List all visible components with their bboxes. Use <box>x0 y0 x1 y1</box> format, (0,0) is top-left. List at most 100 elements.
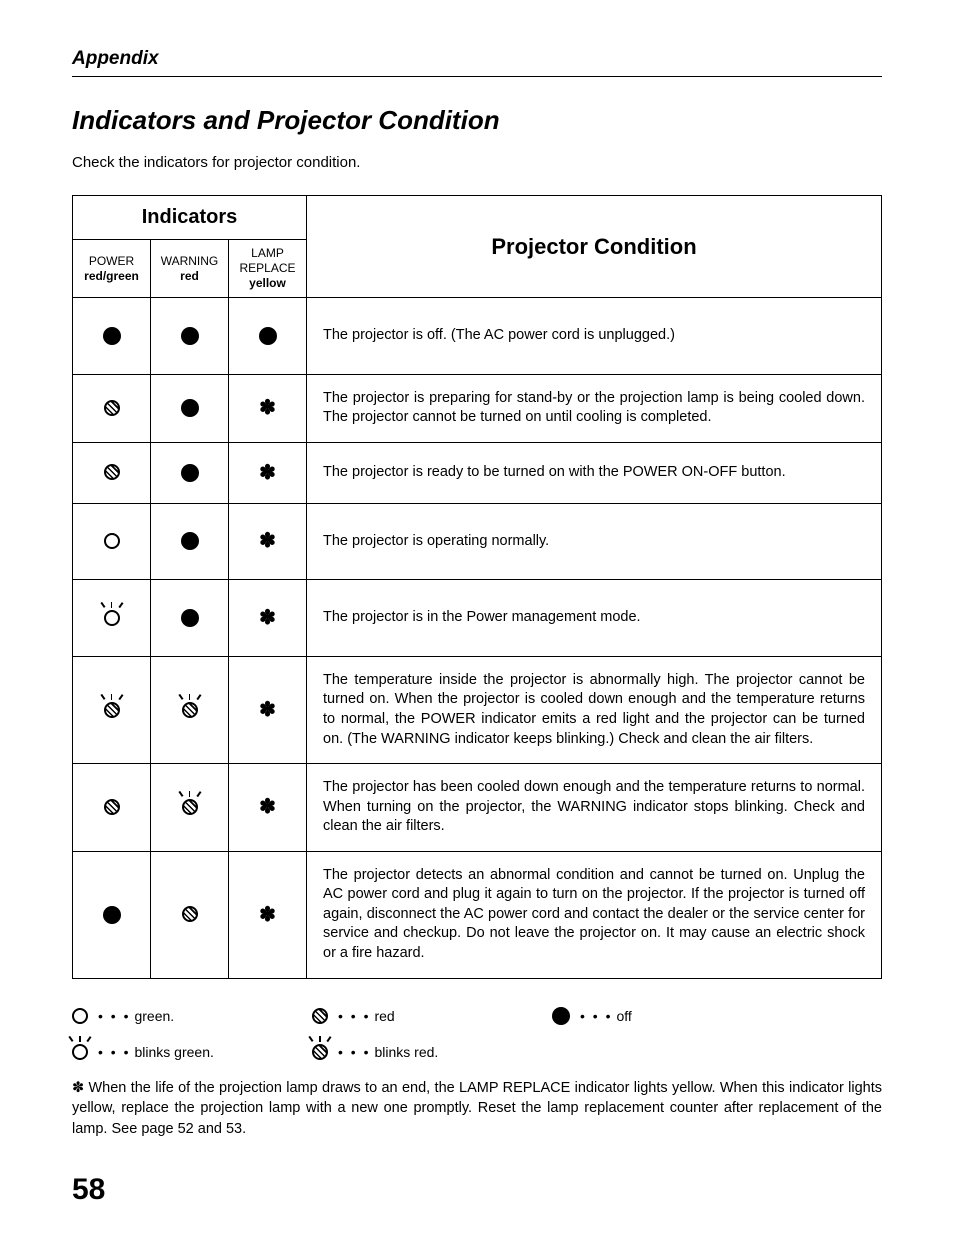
condition-header: Projector Condition <box>307 196 882 298</box>
cell-description: The temperature inside the projector is … <box>307 656 882 763</box>
col-power-l1: POWER <box>75 254 148 269</box>
divider <box>72 76 882 77</box>
indicator-icon <box>182 701 198 719</box>
cell-warning-icon <box>151 656 229 763</box>
cell-warning-icon <box>151 298 229 375</box>
col-warning-l1: WARNING <box>153 254 226 269</box>
cell-warning-icon <box>151 374 229 442</box>
legend-label: blinks red. <box>338 1044 438 1060</box>
indicator-icon <box>181 609 199 627</box>
table-row: ✽ The projector is operating normally. <box>73 503 882 580</box>
indicator-icon <box>104 609 120 627</box>
legend-icon <box>552 1007 570 1025</box>
col-lamp-l2: yellow <box>231 276 304 291</box>
indicator-icon <box>104 798 120 816</box>
indicator-icon: ✽ <box>259 797 276 817</box>
cell-description: The projector is preparing for stand-by … <box>307 374 882 442</box>
page-title: Indicators and Projector Condition <box>72 105 882 136</box>
indicator-icon: ✽ <box>259 531 276 551</box>
indicators-header: Indicators <box>73 196 307 240</box>
legend-row: blinks green. blinks red. <box>72 1043 882 1060</box>
col-power: POWER red/green <box>73 240 151 298</box>
table-row: The projector is off. (The AC power cord… <box>73 298 882 375</box>
table-row: ✽ The projector is ready to be turned on … <box>73 442 882 503</box>
indicator-icon <box>182 906 198 924</box>
col-power-l2: red/green <box>75 269 148 284</box>
indicator-icon <box>104 701 120 719</box>
indicator-icon: ✽ <box>259 700 276 720</box>
footnote: ✽ When the life of the projection lamp d… <box>72 1078 882 1139</box>
cell-lamp-icon: ✽ <box>229 764 307 852</box>
legend-row: green. red off <box>72 1007 882 1025</box>
indicator-icon: ✽ <box>259 608 276 628</box>
cell-power-icon <box>73 298 151 375</box>
cell-description: The projector is in the Power management… <box>307 580 882 657</box>
legend-icon <box>312 1043 328 1060</box>
cell-power-icon <box>73 851 151 978</box>
indicator-icon <box>259 327 277 345</box>
legend: green. red off blinks green. blinks red. <box>72 1007 882 1061</box>
cell-description: The projector is operating normally. <box>307 503 882 580</box>
cell-description: The projector is ready to be turned on w… <box>307 442 882 503</box>
table-row: ✽ The projector is in the Power managemen… <box>73 580 882 657</box>
legend-item: off <box>552 1007 732 1025</box>
table-row: ✽ The projector detects an abnormal condi… <box>73 851 882 978</box>
legend-label: green. <box>98 1008 174 1024</box>
cell-power-icon <box>73 580 151 657</box>
cell-lamp-icon: ✽ <box>229 656 307 763</box>
legend-icon <box>72 1007 88 1024</box>
legend-item: red <box>312 1007 492 1024</box>
table-row: ✽ The projector is preparing for stand-by… <box>73 374 882 442</box>
legend-label: off <box>580 1008 632 1024</box>
indicator-icon <box>181 532 199 550</box>
indicator-icon: ✽ <box>259 398 276 418</box>
indicator-icon <box>103 327 121 345</box>
cell-warning-icon <box>151 764 229 852</box>
legend-item: blinks red. <box>312 1043 492 1060</box>
cell-warning-icon <box>151 442 229 503</box>
legend-icon <box>72 1043 88 1060</box>
indicator-icon <box>104 532 120 550</box>
cell-description: The projector detects an abnormal condit… <box>307 851 882 978</box>
table-row: ✽The projector has been cooled down enou… <box>73 764 882 852</box>
section-label: Appendix <box>72 48 882 70</box>
table-row: ✽ The temperature inside the projector is… <box>73 656 882 763</box>
indicator-icon: ✽ <box>259 905 276 925</box>
legend-label: blinks green. <box>98 1044 214 1060</box>
cell-power-icon <box>73 656 151 763</box>
indicator-icon <box>104 399 120 417</box>
indicator-icon: ✽ <box>259 463 276 483</box>
cell-power-icon <box>73 374 151 442</box>
col-lamp-l1: LAMP REPLACE <box>231 246 304 276</box>
col-warning-l2: red <box>153 269 226 284</box>
cell-power-icon <box>73 442 151 503</box>
cell-lamp-icon: ✽ <box>229 374 307 442</box>
cell-warning-icon <box>151 503 229 580</box>
cell-lamp-icon: ✽ <box>229 442 307 503</box>
cell-description: The projector is off. (The AC power cord… <box>307 298 882 375</box>
cell-power-icon <box>73 503 151 580</box>
cell-lamp-icon: ✽ <box>229 851 307 978</box>
indicator-icon <box>181 399 199 417</box>
cell-lamp-icon: ✽ <box>229 580 307 657</box>
legend-label: red <box>338 1008 395 1024</box>
cell-power-icon <box>73 764 151 852</box>
cell-warning-icon <box>151 851 229 978</box>
indicator-icon <box>104 464 120 482</box>
intro-text: Check the indicators for projector condi… <box>72 154 882 171</box>
indicator-icon <box>182 798 198 816</box>
legend-item: blinks green. <box>72 1043 252 1060</box>
legend-icon <box>312 1007 328 1024</box>
indicator-icon <box>181 464 199 482</box>
legend-item: green. <box>72 1007 252 1024</box>
page: Appendix Indicators and Projector Condit… <box>0 0 954 1237</box>
page-number: 58 <box>72 1173 882 1207</box>
indicator-table: Indicators Projector Condition POWER red… <box>72 195 882 979</box>
cell-warning-icon <box>151 580 229 657</box>
cell-lamp-icon: ✽ <box>229 503 307 580</box>
indicator-icon <box>181 327 199 345</box>
cell-lamp-icon <box>229 298 307 375</box>
indicator-icon <box>103 906 121 924</box>
col-lamp: LAMP REPLACE yellow <box>229 240 307 298</box>
col-warning: WARNING red <box>151 240 229 298</box>
